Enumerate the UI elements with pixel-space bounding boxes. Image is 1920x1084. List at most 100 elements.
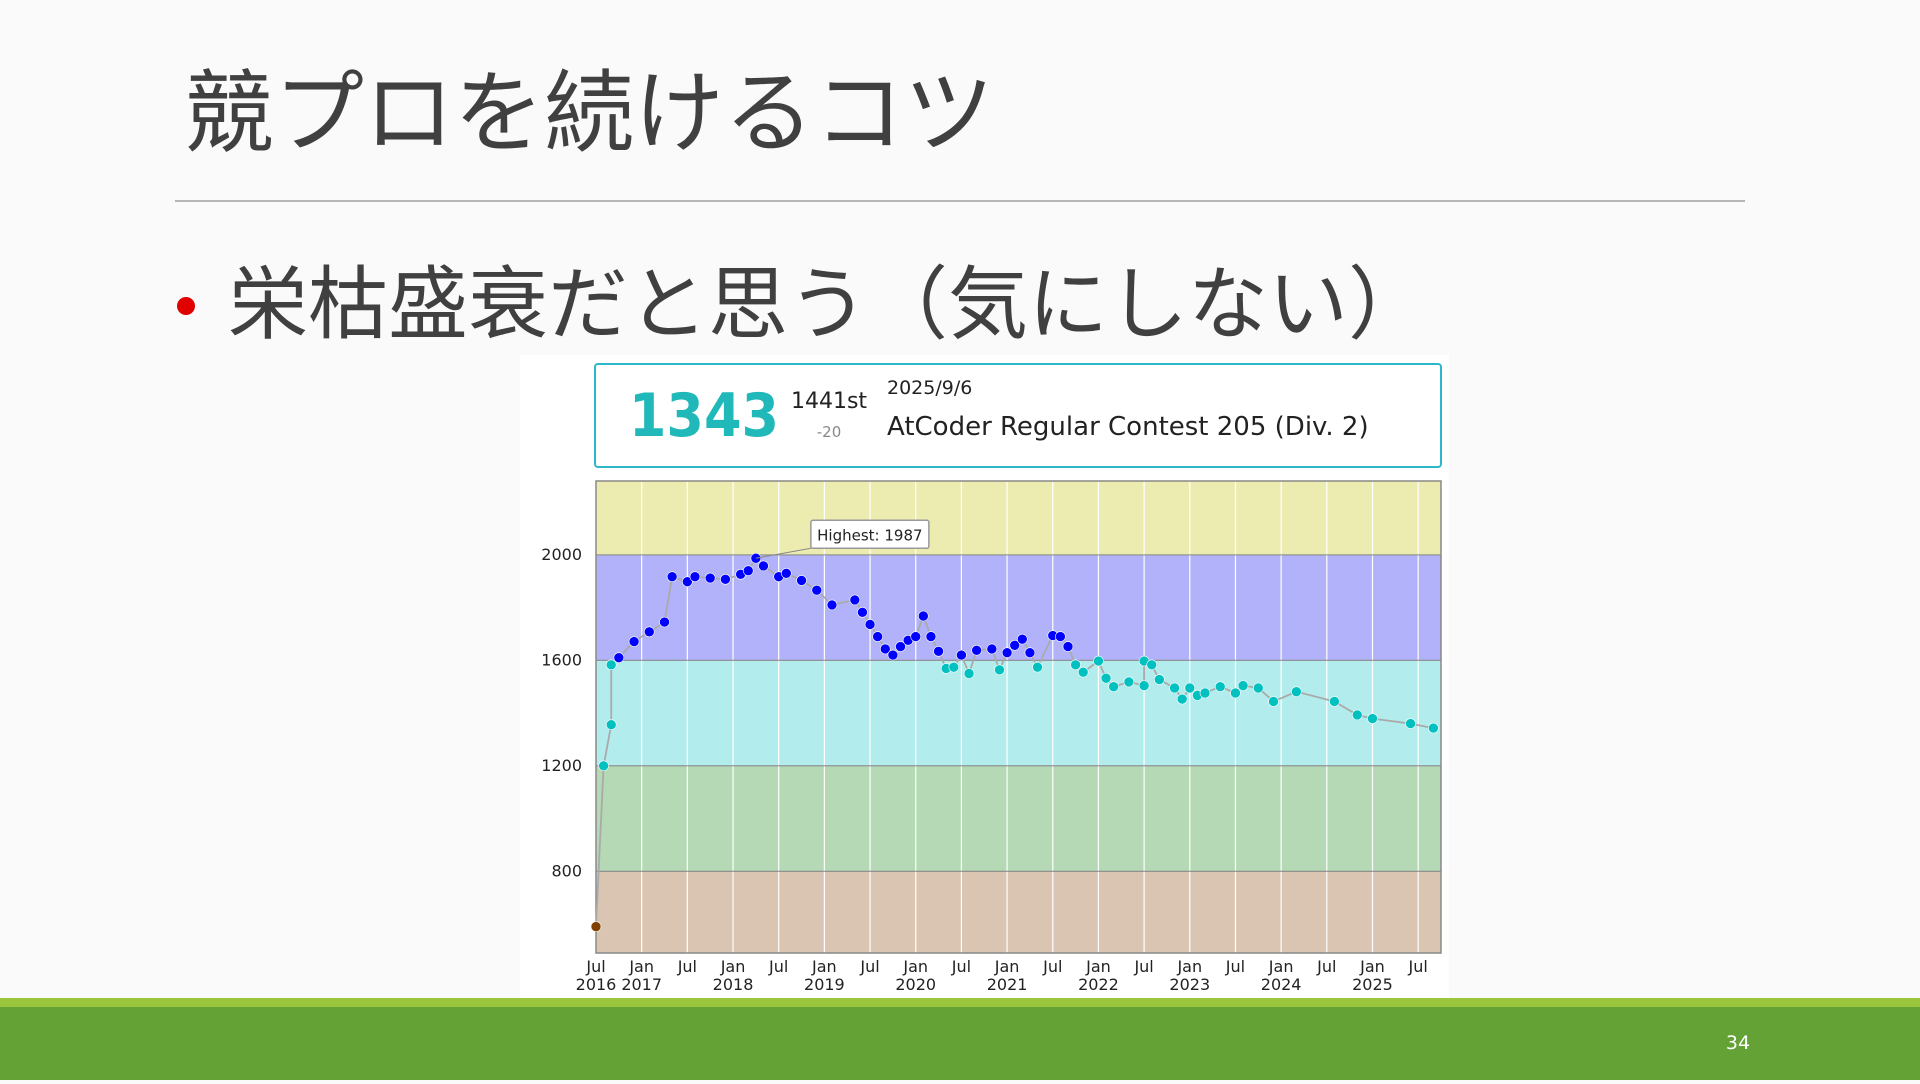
rating-point (1062, 641, 1074, 652)
rating-point (872, 631, 883, 642)
rating-point (1214, 681, 1226, 692)
x-tick-label: Jul (859, 957, 879, 976)
rating-diff: -20 (817, 423, 842, 441)
x-tick-label: Jul (677, 957, 697, 976)
rating-point (1329, 696, 1340, 707)
x-tick-label: Jan 2017 (621, 957, 662, 994)
x-tick-label: Jul (1225, 957, 1245, 976)
y-tick-label: 1200 (541, 756, 582, 775)
footer (0, 1007, 1920, 1080)
rating-point (1268, 696, 1279, 707)
rating-point (956, 649, 967, 661)
rating-point (590, 921, 602, 932)
rating-point (1138, 680, 1150, 691)
rating-point (857, 607, 868, 618)
rating-point (1176, 693, 1188, 705)
rating-band (596, 481, 1441, 555)
rating-point (1077, 666, 1089, 678)
rating-point (1146, 659, 1158, 671)
plot-frame (595, 480, 1442, 954)
rating-band (596, 660, 1441, 766)
rating-point (643, 626, 655, 638)
bands (596, 481, 1441, 953)
x-tick-label: Jul (768, 957, 788, 976)
rating-point (925, 631, 937, 642)
annotation-box (810, 519, 930, 550)
rating-point (689, 571, 701, 583)
rating-point (1070, 659, 1081, 671)
rating-point (1291, 686, 1302, 697)
rating-point (704, 572, 716, 584)
x-tick-label: Jan 2025 (1352, 957, 1393, 994)
rating-point (781, 567, 792, 579)
bullet-text: 栄枯盛衰だと思う（気にしない） (228, 258, 1428, 351)
contest-name: AtCoder Regular Contest 205 (Div. 2) (887, 412, 1369, 442)
rating-point (986, 643, 998, 655)
x-tick-label: Jan 2024 (1261, 957, 1302, 994)
rating-point (605, 719, 617, 730)
rating-point (758, 560, 769, 572)
x-tick-label: Jan 2021 (987, 957, 1028, 994)
rating-point (811, 584, 823, 596)
rating-point (826, 599, 838, 611)
rating-point (1252, 682, 1264, 694)
rating-point (1199, 687, 1211, 699)
annotation-leader (755, 547, 811, 559)
rating-point (613, 652, 625, 663)
rating-point (1169, 682, 1180, 694)
rating-point (895, 641, 906, 652)
rating-point (1009, 639, 1020, 651)
annotation: Highest: 1987 (817, 526, 922, 544)
x-tick-label: Jul (951, 957, 971, 976)
x-tick-label: Jul (1316, 957, 1336, 976)
x-tick-label: Jan 2023 (1169, 957, 1210, 994)
rating-point (1017, 633, 1028, 645)
rating-point (1055, 631, 1066, 642)
rating-point (742, 565, 754, 576)
x-tick-label: Jul (1408, 957, 1428, 976)
rating-point (933, 646, 944, 657)
rating-point (864, 619, 876, 630)
rating-point (1108, 681, 1119, 692)
x-tick-label: Jan 2018 (713, 957, 754, 994)
rating-point (1123, 676, 1135, 688)
rating-point (605, 659, 617, 671)
rating-point (887, 649, 899, 661)
rating-point (598, 760, 609, 772)
rating-point (682, 576, 693, 588)
rating-point (1237, 680, 1249, 691)
contest-card (594, 363, 1442, 468)
x-tick-label: Jan 2020 (895, 957, 936, 994)
rating-point (666, 571, 678, 583)
rating-point (796, 575, 807, 586)
page-number: 34 (1726, 1032, 1750, 1054)
rating-point (910, 631, 922, 642)
rating-point (1032, 661, 1043, 673)
rating-band (596, 871, 1441, 953)
rating-point (948, 661, 960, 673)
rating-point (1093, 655, 1104, 667)
rating-point (1230, 687, 1241, 699)
rating-point (1351, 709, 1363, 721)
rating-point (1428, 722, 1439, 734)
rating-point (1184, 682, 1196, 694)
x-tick-label: Jul (1042, 957, 1062, 976)
x-tick-label: Jan 2019 (804, 957, 845, 994)
rank: 1441st (791, 389, 867, 414)
x-tick-label: Jan 2022 (1078, 957, 1119, 994)
bullet-dot (177, 297, 195, 315)
rating-point (879, 643, 891, 655)
x-tick-label: Jul 2016 (576, 957, 617, 994)
rating-point (628, 636, 640, 647)
rating-point (963, 668, 975, 679)
slide-title: 競プロを続けるコツ (184, 61, 994, 166)
rating-point (918, 610, 929, 622)
x-tick-label: Jul (1133, 957, 1153, 976)
rating-point (1100, 672, 1112, 684)
y-tick-label: 2000 (541, 545, 582, 564)
y-tick-label: 1600 (541, 650, 582, 669)
rating-point (1154, 674, 1165, 685)
